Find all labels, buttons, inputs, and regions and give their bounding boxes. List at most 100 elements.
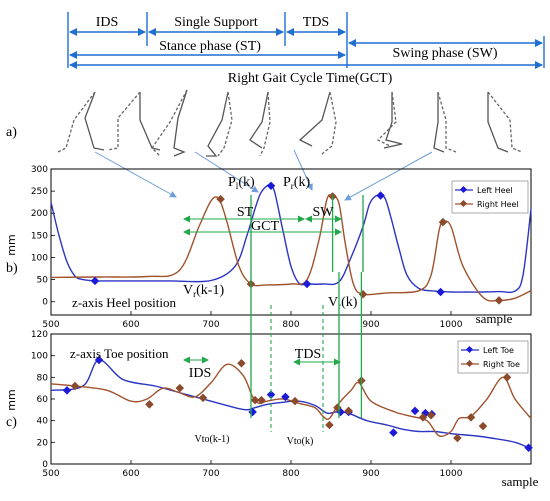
toe-ytick-label: 120 bbox=[31, 330, 48, 340]
heel-ytick-label: 50 bbox=[37, 276, 49, 286]
heel-marker-layer bbox=[90, 181, 504, 305]
toe-ytick-label: 0 bbox=[42, 460, 48, 470]
annotation-vto-prev: Vto(k-1) bbox=[195, 434, 230, 445]
phase-diagram bbox=[67, 12, 545, 69]
heel-marker-left bbox=[266, 181, 276, 191]
leg-figure-3 bbox=[151, 89, 188, 157]
heel-xtick-label: 1000 bbox=[440, 320, 463, 330]
heel-marker-right bbox=[358, 289, 368, 299]
panel-label-b: b) bbox=[6, 261, 18, 276]
heel-ylabel: mm bbox=[5, 234, 18, 255]
heel-ytick-label: 300 bbox=[31, 165, 48, 175]
toe-marker-right bbox=[466, 413, 476, 422]
heel-legend-marker-right bbox=[459, 199, 468, 208]
toe-caption: z-axis Toe position bbox=[70, 346, 169, 361]
toe-marker-right bbox=[502, 373, 512, 382]
heel-ytick-label: 150 bbox=[31, 231, 48, 241]
panel-label-c: c) bbox=[6, 415, 17, 430]
toe-marker-right bbox=[175, 383, 185, 393]
toe-marker-right bbox=[250, 395, 260, 405]
heel-marker-left bbox=[90, 276, 100, 286]
heel-xtick-label: 900 bbox=[362, 320, 379, 330]
heel-marker-left bbox=[376, 191, 385, 200]
heel-legend-right: Right Heel bbox=[477, 200, 519, 209]
phase-swing-label: Swing phase (SW) bbox=[393, 46, 498, 61]
heel-marker-left bbox=[302, 279, 312, 289]
toe-legend-left: Left Toe bbox=[483, 346, 514, 355]
toe-legend-marker-right bbox=[465, 359, 474, 368]
toe-ytick-label: 60 bbox=[37, 395, 49, 405]
toe-legend: Left Toe Right Toe bbox=[457, 340, 529, 374]
annotation-vr-prev: Vr(k-1) bbox=[183, 283, 224, 299]
toe-ytick-label: 80 bbox=[37, 373, 49, 383]
toe-marker-right bbox=[478, 421, 488, 431]
toe-axes: 500 600 700 800 900 1000 120 100 80 60 40 20 0 bbox=[31, 330, 463, 479]
heel-caption: z-axis Heel position bbox=[72, 295, 176, 310]
toe-marker-right bbox=[344, 406, 353, 416]
heel-marker-left bbox=[436, 287, 445, 297]
annotation-vr: Vr(k) bbox=[328, 295, 358, 311]
annotation-ids: IDS bbox=[189, 366, 212, 381]
phase-single-support-label: Single Support bbox=[174, 15, 258, 30]
annotation-vto: Vto(k) bbox=[287, 436, 314, 447]
heel-xtick-label: 700 bbox=[202, 320, 219, 330]
heel-legend-left: Left Heel bbox=[477, 186, 513, 195]
panel-label-a: a) bbox=[6, 125, 17, 140]
toe-xlabel: sample bbox=[502, 474, 539, 489]
toe-series-right bbox=[50, 363, 532, 437]
toe-ytick-label: 100 bbox=[31, 352, 48, 362]
toe-marker-left bbox=[266, 390, 276, 399]
toe-marker-right bbox=[418, 413, 428, 422]
toe-marker-left bbox=[524, 443, 533, 452]
phase-tds-label: TDS bbox=[303, 15, 329, 30]
heel-ytick-label: 100 bbox=[31, 253, 48, 263]
toe-xtick-label: 800 bbox=[282, 469, 299, 479]
heel-legend: Left Heel Right Heel bbox=[451, 180, 529, 214]
toe-legend-right: Right Toe bbox=[483, 360, 520, 369]
leg-figure-5 bbox=[249, 91, 271, 157]
toe-ytick-label: 40 bbox=[37, 417, 49, 427]
heel-xtick-label: 600 bbox=[122, 320, 139, 330]
heel-xtick-label: 800 bbox=[282, 320, 299, 330]
heel-xtick-label: 500 bbox=[42, 320, 59, 330]
annotation-pr: Pr(k) bbox=[283, 175, 310, 191]
leg-figure-1 bbox=[57, 91, 105, 153]
toe-interval-arrows bbox=[183, 356, 341, 366]
toe-marker-left bbox=[281, 392, 290, 402]
annotation-sw: SW bbox=[313, 205, 335, 220]
toe-marker-right bbox=[325, 420, 334, 430]
annotation-tds: TDS bbox=[295, 347, 321, 362]
toe-marker-left bbox=[62, 386, 72, 395]
leg-figure-8 bbox=[433, 91, 457, 153]
heel-ytick-label: 0 bbox=[42, 298, 48, 308]
toe-ytick-label: 20 bbox=[37, 438, 49, 448]
toe-marker-left bbox=[389, 428, 398, 437]
toe-marker-right bbox=[426, 411, 436, 420]
toe-marker-right bbox=[453, 433, 462, 443]
toe-series-layer bbox=[50, 359, 532, 450]
heel-marker-right bbox=[216, 194, 225, 204]
toe-xtick-label: 600 bbox=[122, 469, 139, 479]
leg-to-chart-arrows bbox=[94, 149, 433, 201]
toe-marker-right bbox=[70, 381, 80, 391]
leg-figure-6 bbox=[298, 91, 337, 155]
toe-marker-right bbox=[237, 359, 246, 368]
heel-xlabel: sample bbox=[476, 311, 513, 326]
heel-legend-marker-left bbox=[459, 185, 468, 194]
toe-marker-right bbox=[145, 400, 154, 409]
toe-legend-marker-left bbox=[465, 345, 474, 354]
annotation-st: ST bbox=[237, 205, 254, 220]
heel-marker-right bbox=[438, 217, 448, 227]
toe-xtick-label: 500 bbox=[42, 469, 59, 479]
toe-marker-right bbox=[198, 393, 208, 403]
toe-marker-right bbox=[257, 395, 266, 405]
annotation-gct: GCT bbox=[251, 219, 279, 234]
leg-figure-2 bbox=[107, 91, 161, 151]
toe-xtick-label: 1000 bbox=[440, 469, 463, 479]
toe-ylabel: mm bbox=[5, 389, 18, 410]
heel-legend-box bbox=[451, 180, 529, 214]
